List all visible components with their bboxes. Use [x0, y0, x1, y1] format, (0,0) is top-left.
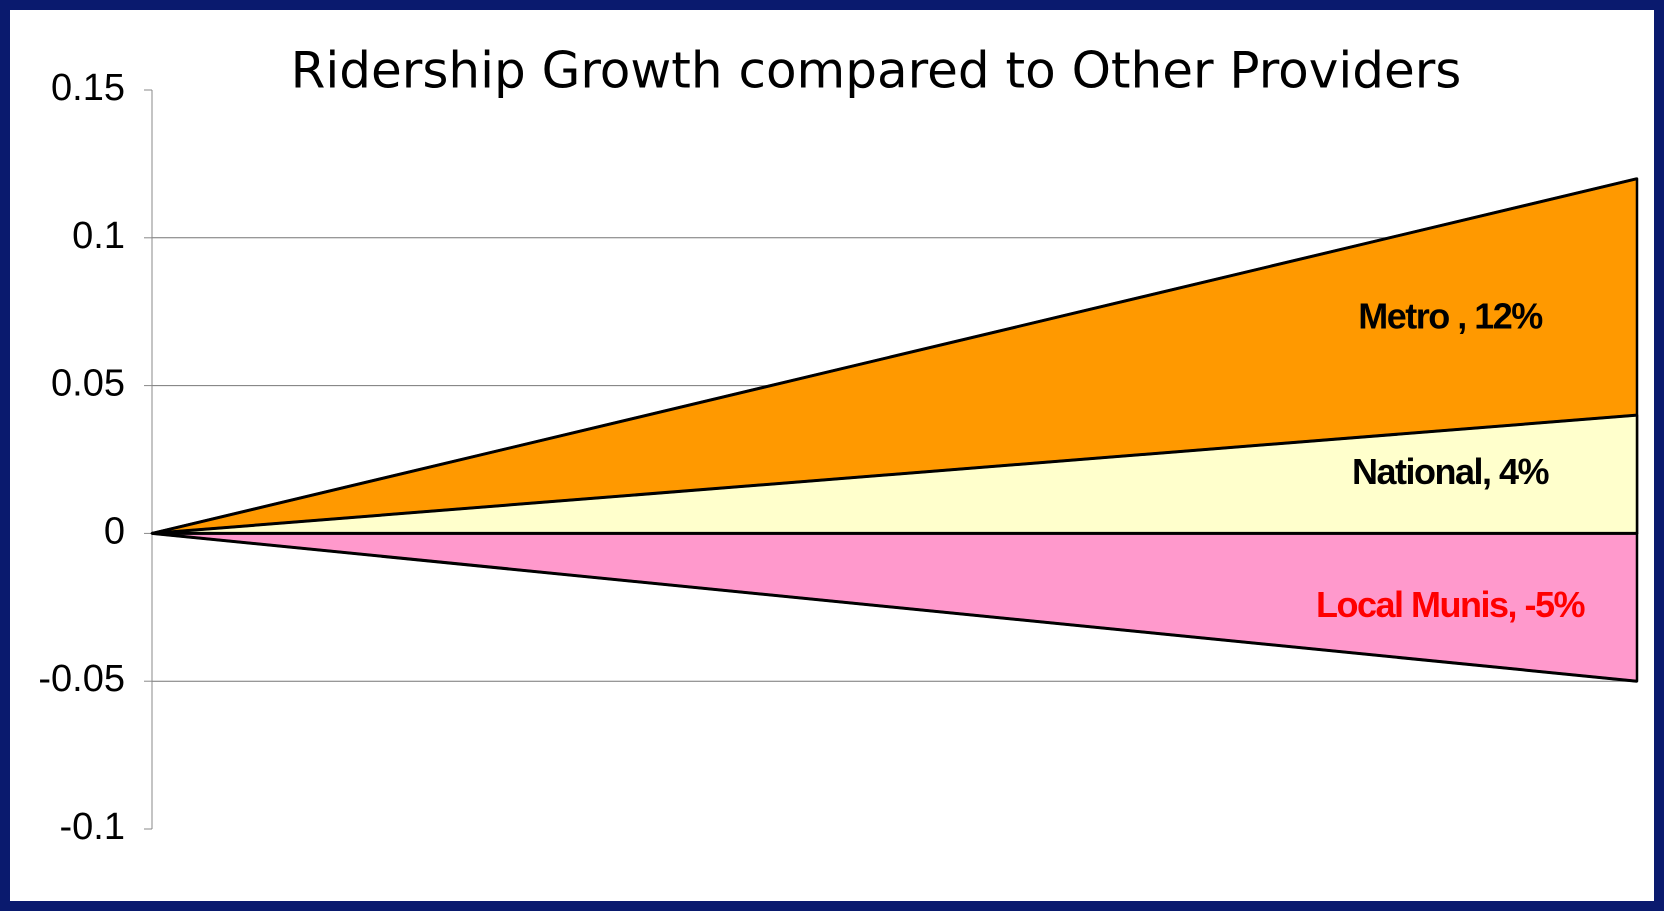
area-line: [151, 413, 1638, 535]
y-tick-label: 0: [104, 510, 125, 552]
y-tick-label: -0.05: [38, 658, 125, 700]
y-tick-label: 0.15: [51, 67, 125, 109]
y-tick-label: 0.05: [51, 363, 125, 405]
area-line: [151, 177, 1638, 535]
series-label: National, 4%: [1352, 451, 1550, 492]
series-label: Metro , 12%: [1358, 295, 1543, 336]
y-tick-label: 0.1: [72, 215, 125, 257]
area-line: [151, 531, 1638, 683]
series-label: Local Munis, -5%: [1316, 584, 1586, 625]
chart-title: Ridership Growth compared to Other Provi…: [291, 42, 1462, 100]
y-tick-label: -0.1: [60, 806, 125, 848]
